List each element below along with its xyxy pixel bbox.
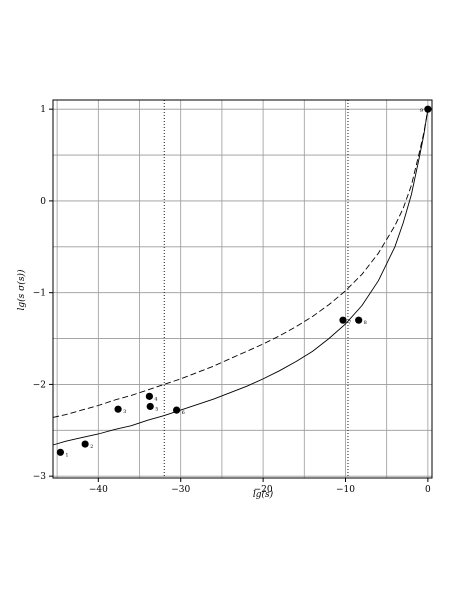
data-point [424,105,432,113]
x-tick-label: 0 [425,485,431,495]
x-tick-label: −40 [89,485,108,495]
data-point-label: 7 [348,320,351,326]
data-point [172,406,181,414]
ticks: −40 −30 −20 −10 0−3−2−101 [33,105,431,495]
x-tick-label: −30 [171,485,190,495]
data-point [339,316,347,324]
x-axis-title: lg(s) [253,489,274,500]
y-tick-label: 0 [40,197,46,207]
data-points: 1 2 3 4 5 6 7 8 9 [56,105,432,458]
data-point-label: 6 [182,410,185,416]
data-point [114,405,122,413]
data-point-label: 8 [364,320,367,326]
data-point-label: 4 [154,396,157,402]
data-point-label: 2 [90,444,93,450]
grid [53,100,432,478]
data-point-label: 5 [155,406,158,412]
plot-border [52,99,433,479]
y-tick-label: −3 [33,472,47,482]
x-tick-label: −10 [336,485,355,495]
y-axis-title: lg(s σ(s)) [16,269,27,310]
data-point-label: 3 [123,409,126,415]
data-point-label: 9 [420,108,423,114]
y-tick-label: 1 [40,105,46,115]
reference-lines [163,100,349,478]
y-tick-label: −2 [33,380,46,390]
data-point [81,440,89,448]
x-tick-label: −20 [254,485,273,495]
data-point [146,402,154,411]
data-point-label: 1 [65,452,68,458]
data-point [56,448,65,456]
solid-curve [52,109,429,446]
plot-frame [52,99,433,479]
curves [52,109,429,446]
y-tick-label: −1 [33,289,46,299]
data-point [355,316,363,324]
dashed-curve [52,109,429,418]
data-point [145,392,153,400]
